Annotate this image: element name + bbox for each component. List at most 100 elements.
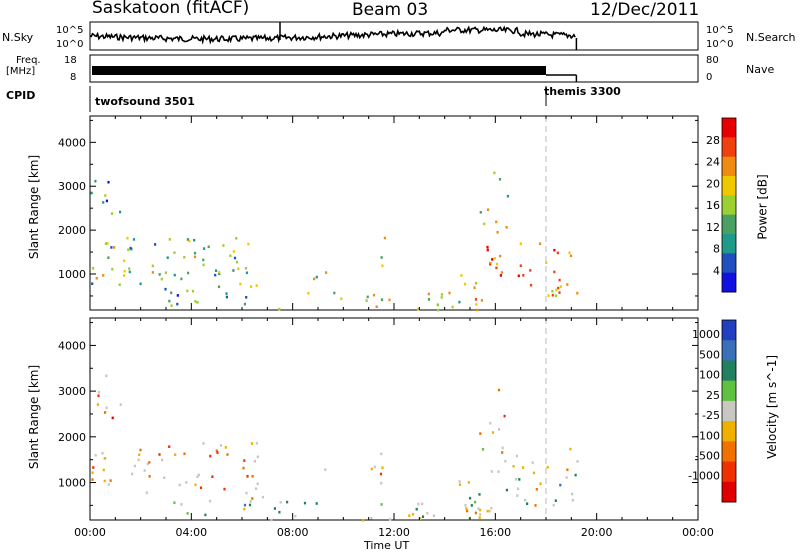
data-pixel bbox=[256, 455, 259, 459]
nave-tick-top: 80 bbox=[706, 55, 719, 66]
data-pixel bbox=[491, 431, 495, 434]
data-pixel bbox=[565, 476, 568, 479]
data-pixel bbox=[224, 446, 227, 449]
colorbar-swatch bbox=[722, 360, 736, 382]
data-pixel bbox=[505, 488, 508, 492]
data-pixel bbox=[532, 471, 536, 475]
data-pixel bbox=[576, 291, 579, 295]
data-pixel bbox=[501, 451, 504, 454]
data-pixel bbox=[488, 509, 491, 513]
data-pixel bbox=[229, 254, 232, 257]
data-pixel bbox=[554, 499, 557, 502]
data-pixel bbox=[107, 483, 110, 486]
data-pixel bbox=[203, 247, 206, 250]
data-pixel bbox=[478, 516, 481, 519]
data-pixel bbox=[380, 503, 383, 506]
data-pixel bbox=[556, 251, 559, 255]
data-pixel bbox=[160, 277, 163, 281]
data-pixel bbox=[104, 411, 107, 414]
data-pixel bbox=[245, 271, 248, 275]
data-pixel bbox=[479, 508, 482, 512]
data-pixel bbox=[498, 178, 502, 181]
data-pixel bbox=[477, 507, 480, 510]
data-pixel bbox=[531, 461, 534, 464]
data-pixel bbox=[123, 269, 126, 273]
data-pixel bbox=[137, 458, 140, 462]
data-pixel bbox=[539, 482, 542, 485]
data-pixel bbox=[225, 292, 228, 295]
data-pixel bbox=[193, 255, 197, 259]
data-pixel bbox=[515, 454, 518, 458]
colorbar-swatch bbox=[722, 272, 736, 293]
data-pixel bbox=[183, 255, 186, 259]
data-pixel bbox=[127, 248, 130, 251]
colorbar-swatch bbox=[722, 340, 736, 361]
data-pixel bbox=[151, 264, 154, 268]
nsky-tick-top: 10^5 bbox=[56, 25, 84, 36]
data-pixel bbox=[470, 504, 473, 507]
data-pixel bbox=[166, 256, 169, 259]
data-pixel bbox=[91, 478, 94, 481]
data-pixel bbox=[186, 238, 189, 241]
data-pixel bbox=[246, 475, 249, 478]
data-pixel bbox=[215, 449, 218, 453]
data-pixel bbox=[489, 261, 492, 265]
data-pixel bbox=[105, 406, 108, 410]
data-pixel bbox=[501, 446, 504, 450]
data-pixel bbox=[188, 239, 191, 243]
data-pixel bbox=[104, 194, 107, 197]
data-pixel bbox=[408, 514, 411, 517]
data-pixel bbox=[379, 472, 383, 476]
data-pixel bbox=[193, 238, 196, 242]
data-pixel bbox=[183, 452, 186, 456]
data-pixel bbox=[176, 294, 179, 297]
data-pixel bbox=[128, 270, 131, 274]
data-pixel bbox=[244, 267, 248, 270]
x-tick-label: 12:00 bbox=[378, 526, 410, 539]
data-pixel bbox=[164, 271, 167, 274]
data-pixel bbox=[251, 475, 254, 478]
power-data bbox=[90, 171, 579, 312]
nsky-tick-bottom: 10^0 bbox=[56, 39, 84, 50]
x-tick-label: 00:00 bbox=[682, 526, 714, 539]
data-pixel bbox=[373, 465, 376, 469]
data-pixel bbox=[421, 502, 424, 506]
data-pixel bbox=[215, 269, 218, 272]
data-pixel bbox=[524, 498, 527, 502]
nave-label: Nave bbox=[746, 63, 775, 76]
data-pixel bbox=[109, 479, 112, 482]
data-pixel bbox=[103, 479, 106, 483]
data-pixel bbox=[138, 453, 141, 456]
nsearch-tick-top: 10^5 bbox=[706, 25, 734, 36]
data-pixel bbox=[139, 282, 142, 286]
data-pixel bbox=[514, 478, 518, 481]
colorbar-swatch bbox=[722, 176, 736, 196]
data-pixel bbox=[250, 442, 253, 445]
data-pixel bbox=[479, 211, 482, 214]
data-pixel bbox=[486, 509, 489, 513]
data-pixel bbox=[315, 275, 318, 279]
data-pixel bbox=[534, 504, 537, 507]
data-pixel bbox=[164, 287, 167, 291]
data-pixel bbox=[232, 269, 235, 272]
data-pixel bbox=[95, 277, 98, 280]
data-pixel bbox=[547, 294, 550, 297]
data-pixel bbox=[566, 468, 569, 472]
data-pixel bbox=[173, 251, 176, 254]
data-pixel bbox=[569, 254, 573, 258]
data-pixel bbox=[97, 394, 100, 398]
x-tick-label: 00:00 bbox=[74, 526, 106, 539]
data-pixel bbox=[464, 504, 467, 507]
data-pixel bbox=[94, 179, 97, 183]
noise-panel-frame bbox=[89, 21, 699, 51]
data-pixel bbox=[194, 300, 197, 303]
data-pixel bbox=[535, 488, 538, 491]
data-pixel bbox=[128, 267, 131, 270]
data-pixel bbox=[552, 503, 555, 507]
data-pixel bbox=[126, 236, 129, 240]
data-pixel bbox=[464, 282, 467, 286]
data-pixel bbox=[417, 307, 420, 311]
freq-tick-top: 18 bbox=[64, 55, 77, 66]
data-pixel bbox=[101, 451, 104, 455]
data-pixel bbox=[148, 475, 151, 478]
